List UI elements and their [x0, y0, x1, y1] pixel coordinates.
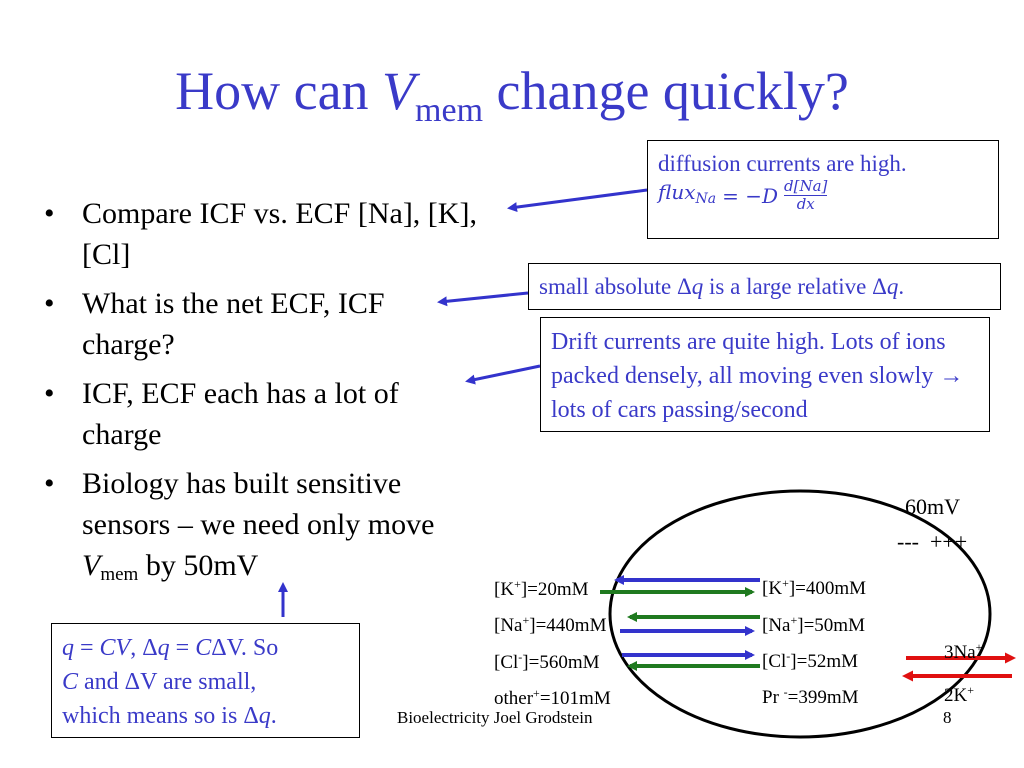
ecf-k-label: [K+]=20mM	[494, 577, 589, 600]
bullet-item: • What is the net ECF, ICF charge?	[44, 287, 385, 361]
ecf-na-label: [Na+]=440mM	[494, 613, 607, 636]
bullet-list: • Compare ICF vs. ECF [Na], [K], [Cl] • Wh…	[40, 193, 480, 603]
icf-protein-label: Pr -=399mM	[762, 685, 859, 708]
membrane-charges: --- +++	[897, 529, 968, 554]
na-pump-label: 3Na+	[944, 640, 983, 663]
slide-footer: Bioelectricity Joel Grodstein	[397, 708, 593, 727]
bullet-item: • Compare ICF vs. ECF [Na], [K], [Cl]	[44, 197, 477, 271]
slide-title: How can Vmem change quickly?	[175, 61, 849, 129]
bullet-item: • ICF, ECF each has a lot of charge	[44, 377, 399, 451]
bullet-item: • Biology has built sensitive sensors – w…	[44, 467, 435, 585]
icf-k-label: [K+]=400mM	[762, 576, 867, 599]
callout-small-charge: small absolute Δq is a large relative Δq…	[528, 263, 1001, 310]
membrane-voltage: 60mV	[905, 494, 960, 519]
ecf-cl-label: [Cl-]=560mM	[494, 650, 600, 673]
callout-arrow-small-q	[437, 291, 529, 307]
callout-diffusion: diffusion currents are high. fluxNa = −D…	[647, 140, 999, 239]
callout-drift: Drift currents are quite high. Lots of i…	[540, 317, 990, 432]
diffusion-text: diffusion currents are high.	[658, 151, 907, 176]
ecf-other-label: other+=101mM	[494, 686, 611, 709]
callout-arrow-diffusion	[507, 188, 648, 213]
icf-cl-label: [Cl-]=52mM	[762, 649, 858, 672]
cell-membrane	[608, 489, 992, 739]
icf-na-label: [Na+]=50mM	[762, 613, 865, 636]
flux-equation: fluxNa = −D d[Na] dx	[658, 177, 828, 213]
gradient-fraction: d[Na] dx	[784, 177, 828, 213]
callout-capacitance: q = CV, Δq = CΔV. So C and ΔV are small,…	[51, 623, 360, 738]
callout-arrow-drift	[465, 364, 541, 385]
page-number: 8	[943, 708, 952, 727]
k-pump-label: 2K+	[944, 683, 975, 706]
